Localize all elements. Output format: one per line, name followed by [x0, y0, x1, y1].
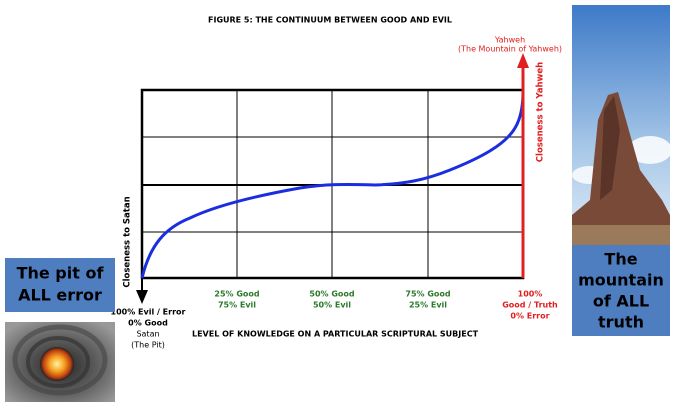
right-box-text: truth [598, 313, 644, 332]
left-box-text: The pit of [17, 264, 105, 283]
figure: FIGURE 5: THE CONTINUUM BETWEEN GOOD AND… [0, 0, 675, 404]
bottom-label: 75% Evil [218, 301, 256, 310]
bottom-label: Satan [136, 330, 159, 339]
right-axis-label: Closeness to Yahweh [536, 62, 546, 162]
bottom-label: 25% Good [214, 290, 259, 299]
pit-image [5, 322, 115, 402]
right-box-text: The [604, 250, 637, 269]
bottom-label: (The Pit) [131, 341, 165, 350]
mountain-image [572, 5, 672, 245]
bottom-label: Good / Truth [502, 301, 558, 310]
bottom-label: 100% Evil / Error [111, 308, 186, 317]
bottom-label: 75% Good [405, 290, 450, 299]
bottom-label: 0% Error [510, 312, 549, 321]
left-axis-label: Closeness to Satan [123, 196, 133, 287]
red-arrowhead [517, 53, 529, 68]
bottom-label: 50% Evil [313, 301, 351, 310]
bottom-label: 50% Good [309, 290, 354, 299]
bottom-label: 0% Good [128, 319, 168, 328]
x-axis-label: LEVEL OF KNOWLEDGE ON A PARTICULAR SCRIP… [192, 330, 479, 339]
left-box-text: ALL error [18, 286, 102, 305]
bottom-label: 25% Evil [409, 301, 447, 310]
black-arrowhead [136, 290, 148, 304]
title: FIGURE 5: THE CONTINUUM BETWEEN GOOD AND… [208, 16, 452, 25]
right-box-text: mountain [578, 271, 664, 290]
bottom-labels: 100% Evil / Error 0% Good Satan (The Pit… [111, 290, 559, 350]
right-box-text: of ALL [593, 292, 649, 311]
bottom-label: 100% [518, 290, 543, 299]
top-label: Yahweh [494, 36, 525, 45]
top-label: (The Mountain of Yahweh) [458, 45, 562, 54]
